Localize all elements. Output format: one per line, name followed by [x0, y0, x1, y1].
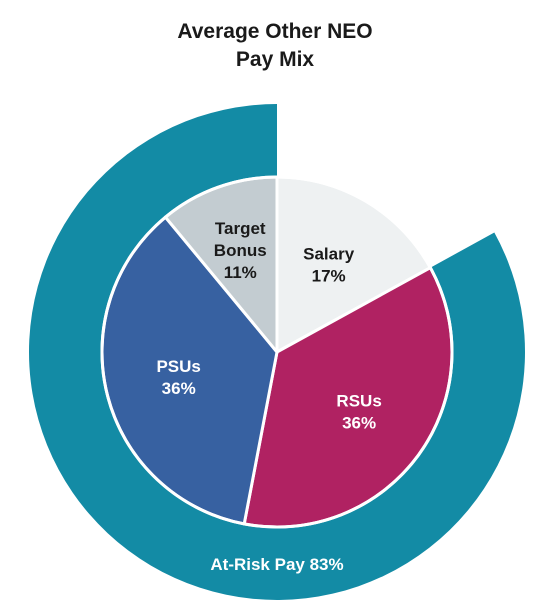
- chart-title-line-1: Average Other NEO: [177, 20, 373, 43]
- outer-ring-label: At-Risk Pay 83%: [210, 555, 343, 574]
- slice-label-psus-1: 36%: [162, 379, 196, 398]
- slice-label-psus-0: PSUs: [156, 357, 200, 376]
- slice-label-layer: Salary 17% RSUs 36% PSUs 36% Target Bonus 11% At-…: [156, 219, 381, 574]
- slice-label-target-0: Target: [215, 219, 266, 238]
- slice-label-rsus-1: 36%: [342, 414, 376, 433]
- slice-label-salary-0: Salary: [303, 245, 355, 264]
- pie-slice-layer: [100, 175, 454, 529]
- slice-label-target-2: 11%: [224, 263, 257, 282]
- slice-label-target-1: Bonus: [214, 241, 267, 260]
- slice-label-salary-1: 17%: [312, 267, 346, 286]
- chart-title-line-2: Pay Mix: [235, 48, 315, 71]
- chart-title: Average Other NEO Pay Mix: [0, 18, 550, 74]
- slice-label-rsus-0: RSUs: [336, 392, 381, 411]
